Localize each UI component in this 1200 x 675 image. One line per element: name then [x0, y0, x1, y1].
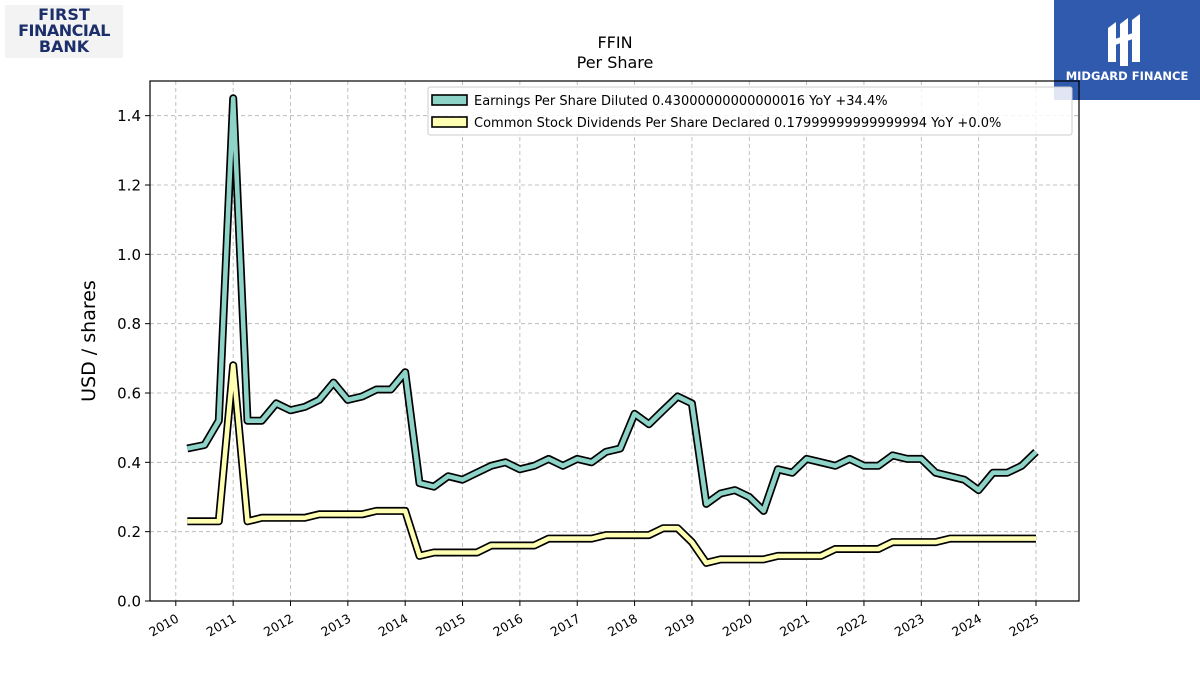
y-axis-label: USD / shares: [78, 280, 100, 402]
legend-label: Common Stock Dividends Per Share Declare…: [474, 116, 1001, 131]
legend: Earnings Per Share Diluted 0.43000000000…: [427, 86, 1073, 136]
x-tick-label: 2025: [1006, 611, 1041, 640]
x-tick-label: 2015: [433, 611, 468, 640]
y-tick-label: 1.2: [117, 177, 141, 195]
y-tick-label: 0.4: [117, 454, 141, 472]
x-tick-label: 2023: [892, 611, 927, 640]
chart-subtitle: Per Share: [577, 53, 654, 72]
x-tick-label: 2022: [834, 611, 869, 640]
y-tick-label: 1.0: [117, 246, 141, 264]
chart-title: FFIN: [597, 33, 632, 52]
series-dividends-per-share: [187, 361, 1036, 567]
legend-swatch: [431, 94, 468, 106]
x-tick-label: 2017: [548, 611, 583, 640]
series-eps-diluted: [186, 94, 1039, 515]
axis-ticks: 0.0 0.2 0.4 0.6 0.8 1.0 1.2 1.4 2010 2011 2012 2013…: [117, 107, 1041, 639]
legend-box: [427, 86, 1073, 136]
x-tick-label: 2021: [777, 611, 812, 640]
y-tick-label: 0.0: [117, 593, 141, 611]
y-tick-label: 0.2: [117, 523, 141, 541]
x-tick-label: 2020: [720, 611, 755, 640]
first-financial-bank-logo: FIRST FINANCIAL BANK: [5, 5, 123, 58]
midgard-mark-icon: [1108, 14, 1140, 66]
grid-lines: [150, 81, 1079, 602]
legend-label: Earnings Per Share Diluted 0.43000000000…: [474, 94, 888, 109]
y-tick-label: 0.8: [117, 315, 141, 333]
x-tick-label: 2013: [318, 611, 353, 640]
logo-line-1: FIRST: [38, 5, 90, 24]
series-layer: [186, 94, 1039, 567]
x-tick-label: 2012: [261, 611, 296, 640]
y-tick-label: 0.6: [117, 385, 141, 403]
x-tick-label: 2010: [146, 611, 181, 640]
series-line: [186, 96, 1038, 514]
x-tick-label: 2016: [490, 611, 525, 640]
x-tick-label: 2019: [662, 611, 697, 640]
midgard-finance-logo: MIDGARD FINANCE: [1054, 0, 1200, 100]
y-tick-label: 1.4: [117, 107, 141, 125]
midgard-finance-name: MIDGARD FINANCE: [1065, 69, 1189, 83]
logo-line-3: BANK: [38, 37, 90, 56]
series-line: [187, 362, 1036, 566]
x-tick-label: 2014: [376, 611, 411, 640]
x-tick-label: 2011: [204, 611, 239, 640]
logo-line-2: FINANCIAL: [18, 21, 110, 40]
x-tick-label: 2018: [605, 611, 640, 640]
x-tick-label: 2024: [949, 611, 984, 640]
plot-frame: [149, 80, 1080, 602]
legend-swatch: [431, 116, 468, 128]
